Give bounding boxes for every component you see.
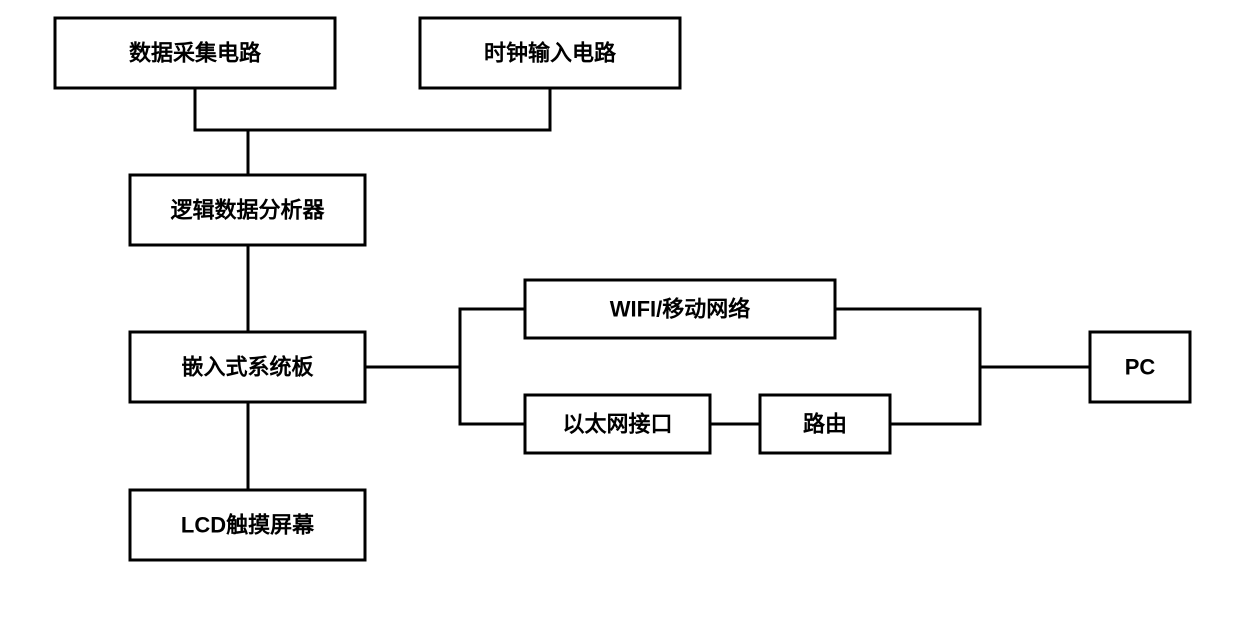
- node-label-clock_in: 时钟输入电路: [484, 41, 617, 66]
- node-label-lcd: LCD触摸屏幕: [181, 513, 315, 538]
- node-embedded: 嵌入式系统板: [130, 332, 365, 402]
- node-router: 路由: [760, 395, 890, 453]
- node-label-pc: PC: [1125, 355, 1156, 380]
- node-label-wifi: WIFI/移动网络: [610, 297, 751, 322]
- node-wifi: WIFI/移动网络: [525, 280, 835, 338]
- node-label-embedded: 嵌入式系统板: [181, 355, 314, 380]
- node-label-data_acq: 数据采集电路: [129, 41, 262, 66]
- node-eth: 以太网接口: [525, 395, 710, 453]
- node-label-eth: 以太网接口: [562, 412, 672, 437]
- node-data_acq: 数据采集电路: [55, 18, 335, 88]
- node-analyzer: 逻辑数据分析器: [130, 175, 365, 245]
- node-label-router: 路由: [803, 412, 847, 437]
- node-clock_in: 时钟输入电路: [420, 18, 680, 88]
- node-label-analyzer: 逻辑数据分析器: [170, 198, 325, 223]
- node-lcd: LCD触摸屏幕: [130, 490, 365, 560]
- node-pc: PC: [1090, 332, 1190, 402]
